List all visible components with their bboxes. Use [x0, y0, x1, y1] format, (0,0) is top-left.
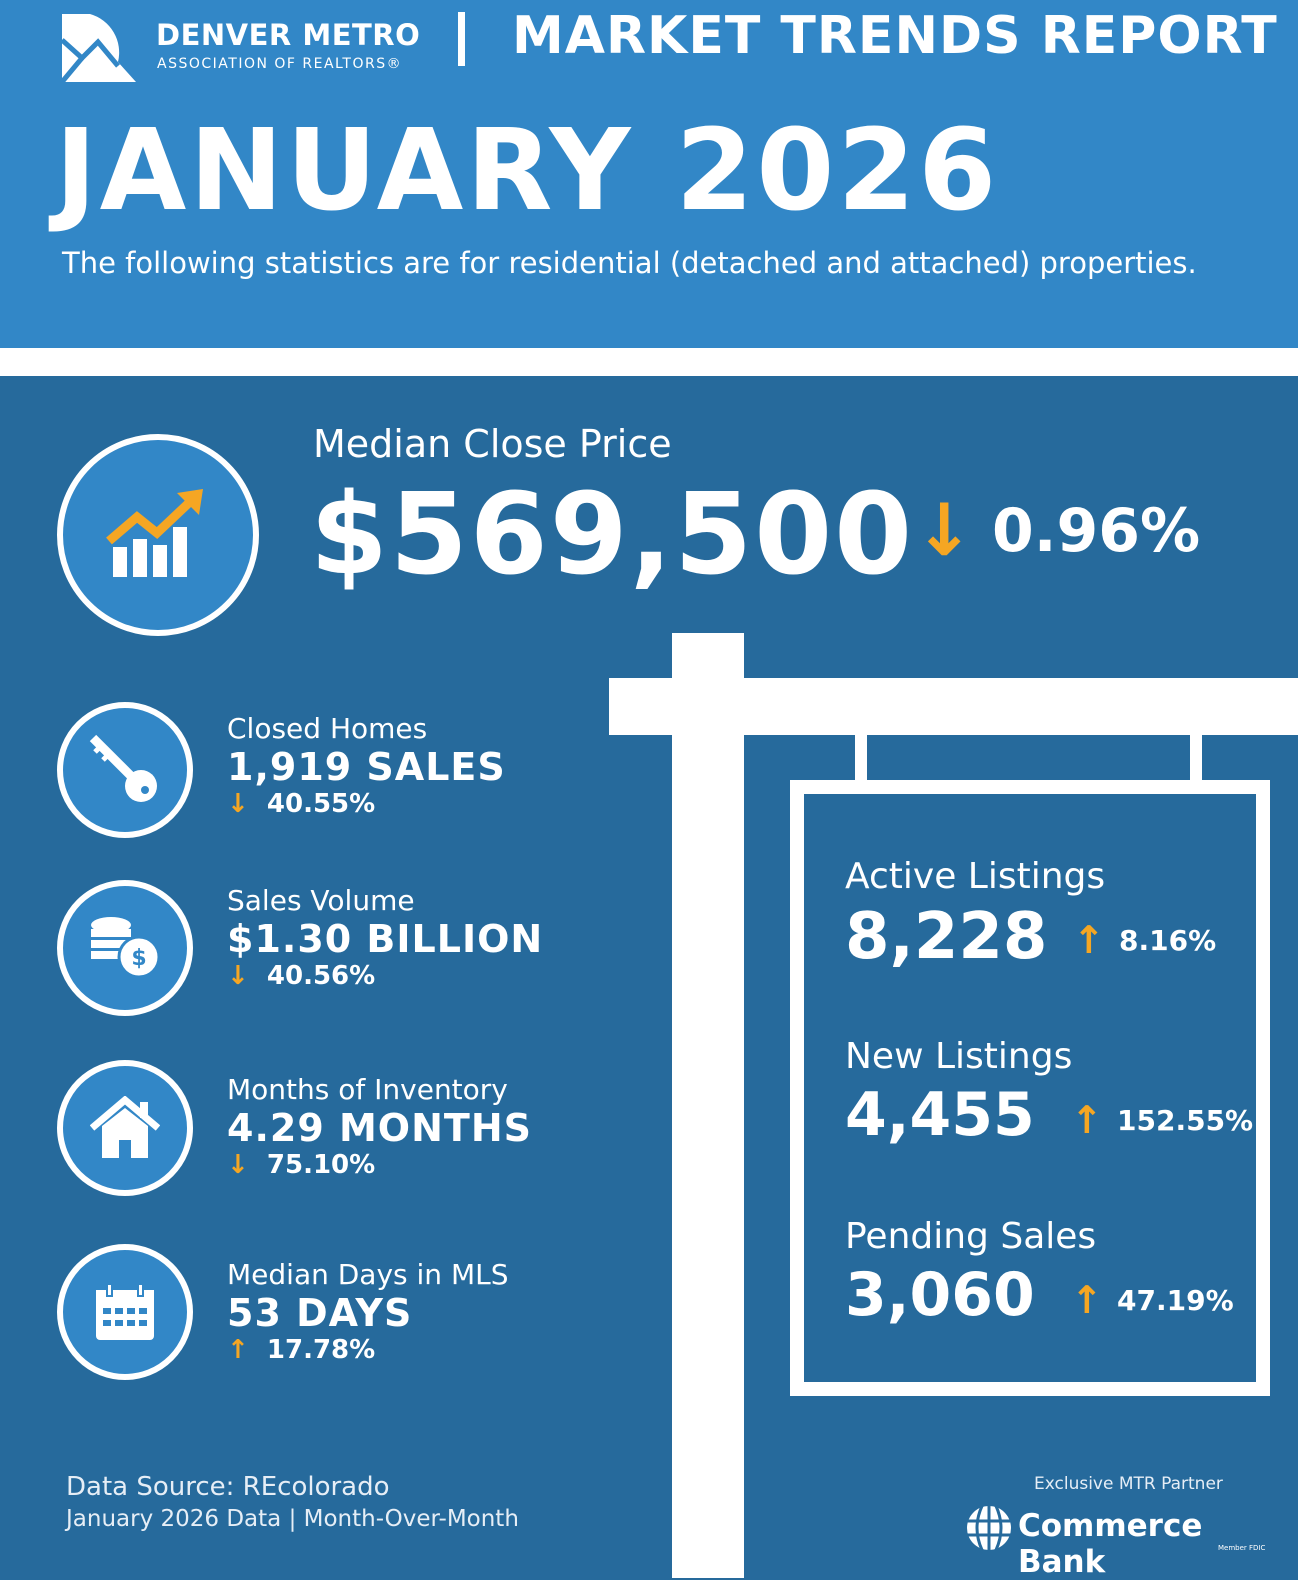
stat-label: Months of Inventory [227, 1073, 508, 1106]
report-month: JANUARY 2026 [55, 106, 1000, 236]
stat-value: $1.30 BILLION [227, 917, 544, 961]
dmar-logo-icon [60, 14, 136, 84]
down-arrow-icon: ↓ [227, 1150, 249, 1180]
coins-icon-circle: $ [57, 880, 193, 1016]
down-arrow-icon: ↓ [914, 488, 975, 572]
median-label: Median Close Price [313, 422, 672, 466]
stat-value: 4,455 [845, 1080, 1035, 1150]
stat-label: New Listings [845, 1036, 1073, 1077]
up-arrow-icon: ↑ [1071, 1278, 1103, 1322]
partner-name: Commerce Bank [1018, 1508, 1203, 1580]
stat-label: Pending Sales [845, 1216, 1097, 1257]
stat-change: 152.55% [1117, 1104, 1254, 1137]
stat-change: 75.10% [266, 1150, 376, 1180]
stat-closed-homes: Closed Homes 1,919 SALES ↓ 40.55% [227, 712, 506, 819]
stat-sales-volume: Sales Volume $1.30 BILLION ↓ 40.56% [227, 884, 543, 991]
org-subtitle: ASSOCIATION OF REALTORS® [157, 56, 403, 72]
stat-change: 47.19% [1117, 1284, 1234, 1317]
calendar-icon-circle [57, 1244, 193, 1380]
stat-value: 4.29 MONTHS [227, 1106, 532, 1150]
down-arrow-icon: ↓ [227, 961, 249, 991]
partner-label: Exclusive MTR Partner [1034, 1474, 1223, 1494]
stat-label: Median Days in MLS [227, 1258, 509, 1291]
chart-icon-circle [57, 434, 259, 636]
trend-chart-icon [106, 489, 203, 577]
report-subtitle: The following statistics are for residen… [62, 246, 1197, 280]
header-band [0, 0, 1298, 348]
stat-change: 40.55% [266, 789, 376, 819]
stat-value: 1,919 SALES [227, 745, 506, 789]
stat-months-inventory: Months of Inventory 4.29 MONTHS ↓ 75.10% [227, 1073, 532, 1180]
report-title: MARKET TRENDS REPORT [512, 6, 1278, 66]
stat-median-days: Median Days in MLS 53 DAYS ↑ 17.78% [227, 1258, 508, 1365]
stat-change: 8.16% [1119, 924, 1217, 957]
stat-change: 17.78% [266, 1335, 376, 1365]
data-source: Data Source: REcolorado [66, 1472, 390, 1502]
partner-fdic: Member FDIC [1218, 1544, 1266, 1552]
median-value: $569,500 [310, 470, 915, 600]
svg-text:$: $ [131, 946, 146, 971]
house-icon-circle [57, 1060, 193, 1196]
down-arrow-icon: ↓ [227, 789, 249, 819]
sign-arm [609, 678, 1298, 735]
stat-value: 3,060 [845, 1260, 1035, 1330]
calendar-icon [96, 1283, 154, 1340]
stat-change: 40.56% [266, 961, 376, 991]
up-arrow-icon: ↑ [1071, 1098, 1103, 1142]
up-arrow-icon: ↑ [227, 1335, 249, 1365]
header-divider [458, 12, 465, 66]
stat-label: Active Listings [845, 856, 1106, 897]
up-arrow-icon: ↑ [1073, 918, 1105, 962]
sign-chain [1190, 735, 1202, 781]
data-period: January 2026 Data | Month-Over-Month [66, 1506, 519, 1532]
sign-chain [855, 735, 867, 781]
median-change: 0.96% [992, 496, 1201, 566]
house-icon [90, 1096, 160, 1158]
coins-icon: $ [91, 917, 161, 979]
stat-value: 8,228 [845, 900, 1048, 974]
divider-stripe [0, 348, 1298, 376]
stat-pending-sales: Pending Sales 3,060 ↑ 47.19% [845, 1216, 1234, 1330]
key-icon [89, 734, 157, 802]
globe-icon [967, 1505, 1011, 1551]
sign-board [790, 780, 1270, 1396]
stat-new-listings: New Listings 4,455 ↑ 152.55% [845, 1036, 1253, 1150]
key-icon-circle [57, 702, 193, 838]
stat-value: 53 DAYS [227, 1291, 413, 1335]
stat-label: Closed Homes [227, 712, 428, 745]
stat-label: Sales Volume [227, 884, 415, 917]
stat-active-listings: Active Listings 8,228 ↑ 8.16% [845, 856, 1216, 974]
org-name: DENVER METRO [156, 18, 421, 52]
sign-post [672, 633, 744, 1578]
